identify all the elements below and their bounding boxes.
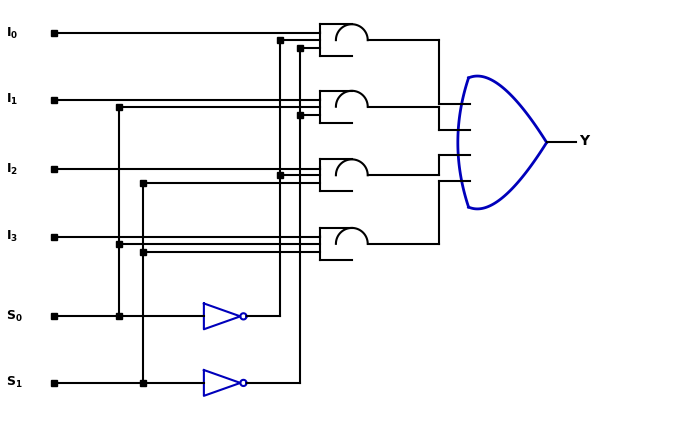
Text: $\mathbf{I_0}$: $\mathbf{I_0}$: [6, 25, 18, 41]
Text: $\mathbf{I_2}$: $\mathbf{I_2}$: [6, 162, 18, 177]
Text: $\mathbf{S_0}$: $\mathbf{S_0}$: [6, 309, 23, 324]
Text: $\mathbf{I_1}$: $\mathbf{I_1}$: [6, 92, 18, 107]
Text: $\mathbf{I_3}$: $\mathbf{I_3}$: [6, 229, 18, 245]
Text: $\mathbf{Y}$: $\mathbf{Y}$: [579, 134, 592, 149]
Text: $\mathbf{S_1}$: $\mathbf{S_1}$: [6, 375, 23, 391]
